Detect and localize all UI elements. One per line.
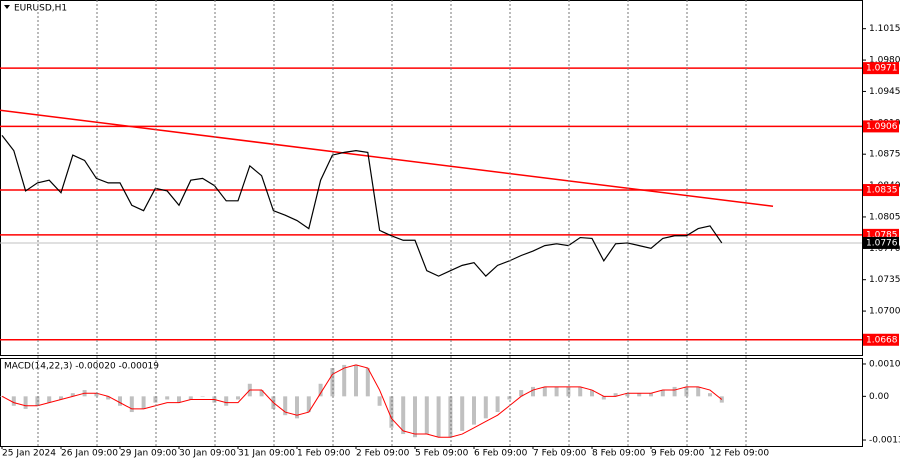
macd-bar <box>153 396 158 403</box>
y-tick-label: 1.1015 <box>869 24 900 34</box>
macd-bar <box>118 396 122 406</box>
macd-bar <box>59 396 63 400</box>
macd-bar <box>200 396 205 397</box>
signal-line <box>1 364 723 438</box>
macd-bar <box>165 396 170 400</box>
level-label: 1.0785 <box>866 230 898 240</box>
macd-bar <box>389 396 394 428</box>
macd-bar <box>306 396 311 413</box>
current-price-label: 1.0776 <box>866 238 898 248</box>
macd-bar <box>578 386 583 397</box>
y-tick-label: 0.00103 <box>869 359 900 369</box>
x-tick-label: 7 Feb 09:00 <box>533 449 587 459</box>
y-tick-label: 1.0945 <box>869 87 900 97</box>
level-label: 1.0906 <box>866 122 898 132</box>
x-tick-label: 5 Feb 09:00 <box>415 449 469 459</box>
macd-bar <box>318 383 323 397</box>
macd-bar <box>141 396 146 409</box>
y-tick-label: -0.00139 <box>869 436 900 446</box>
y-tick-label: 0.00 <box>869 392 889 402</box>
price-line <box>1 134 723 277</box>
y-tick-label: 1.0875 <box>869 150 900 160</box>
macd-bar <box>259 390 264 397</box>
macd-bar <box>436 396 441 438</box>
x-tick-label: 2 Feb 09:00 <box>356 449 410 459</box>
macd-bar <box>684 386 689 397</box>
macd-bar <box>531 386 535 397</box>
macd-bar <box>660 390 665 397</box>
macd-bar <box>413 396 417 438</box>
macd-bar <box>365 368 370 397</box>
macd-bar <box>177 396 181 403</box>
x-tick-label: 1 Feb 09:00 <box>297 449 351 459</box>
macd-bar <box>590 390 594 397</box>
y-tick-label: 1.0805 <box>869 212 900 222</box>
macd-bar <box>330 368 335 397</box>
x-tick-label: 8 Feb 09:00 <box>592 449 646 459</box>
level-label-bg <box>863 184 899 197</box>
macd-bar <box>129 396 134 413</box>
x-tick-label: 12 Feb 09:00 <box>710 449 769 459</box>
x-tick-label: 29 Jan 09:00 <box>120 449 177 459</box>
macd-bar <box>672 386 677 397</box>
macd-bar <box>460 396 465 431</box>
x-tick-label: 25 Jan 2024 <box>2 449 56 459</box>
macd-bar <box>566 386 571 397</box>
macd-bar <box>23 396 28 409</box>
macd-bar <box>613 393 618 397</box>
x-tick-label: 6 Feb 09:00 <box>474 449 528 459</box>
price-panel <box>0 0 863 356</box>
macd-bar <box>11 396 16 406</box>
symbol-title: EURUSD,H1 <box>14 4 67 14</box>
macd-bar <box>542 386 547 397</box>
macd-bar <box>625 393 630 397</box>
macd-bar <box>483 396 488 419</box>
macd-bar <box>94 393 99 397</box>
level-label-bg <box>863 333 899 346</box>
macd-bar <box>188 396 193 400</box>
trend-line <box>0 109 774 208</box>
macd-bar <box>519 390 524 397</box>
macd-bar <box>106 396 111 400</box>
x-tick-label: 9 Feb 09:00 <box>651 449 705 459</box>
macd-bar <box>554 386 559 397</box>
macd-bar <box>424 396 429 435</box>
macd-bar <box>236 396 240 400</box>
macd-bar <box>708 393 712 397</box>
macd-bar <box>472 396 476 425</box>
macd-title: MACD(14,22,3) -0.00020 -0.00019 <box>4 362 159 372</box>
macd-bar <box>295 396 299 419</box>
level-label: 1.0971 <box>866 64 898 74</box>
x-tick-label: 30 Jan 09:00 <box>179 449 236 459</box>
macd-bar <box>283 396 288 416</box>
x-tick-label: 31 Jan 09:00 <box>238 449 295 459</box>
macd-bar <box>637 393 642 397</box>
y-tick-label: 1.0980 <box>869 56 900 66</box>
macd-bar <box>342 364 347 397</box>
macd-bar <box>495 396 500 413</box>
y-tick-label: 1.0735 <box>869 275 900 285</box>
macd-bar <box>377 396 382 406</box>
y-tick-label: 1.0700 <box>869 307 900 317</box>
level-label-bg <box>863 120 899 133</box>
macd-bar <box>696 386 701 397</box>
macd-bar <box>354 364 358 397</box>
macd-bar <box>35 396 40 406</box>
macd-bar <box>601 396 606 400</box>
macd-bar <box>70 393 75 397</box>
level-label: 1.0835 <box>866 186 898 196</box>
x-tick-label: 26 Jan 09:00 <box>61 449 118 459</box>
macd-bar <box>507 396 512 400</box>
level-label-bg <box>863 62 899 75</box>
macd-bar <box>649 393 653 397</box>
menu-arrow[interactable] <box>4 5 10 9</box>
macd-bar <box>401 396 406 435</box>
macd-bar <box>448 396 453 438</box>
macd-bar <box>47 396 52 403</box>
macd-bar <box>224 396 229 406</box>
current-price-bg <box>863 236 899 249</box>
level-label: 1.0668 <box>866 335 898 345</box>
